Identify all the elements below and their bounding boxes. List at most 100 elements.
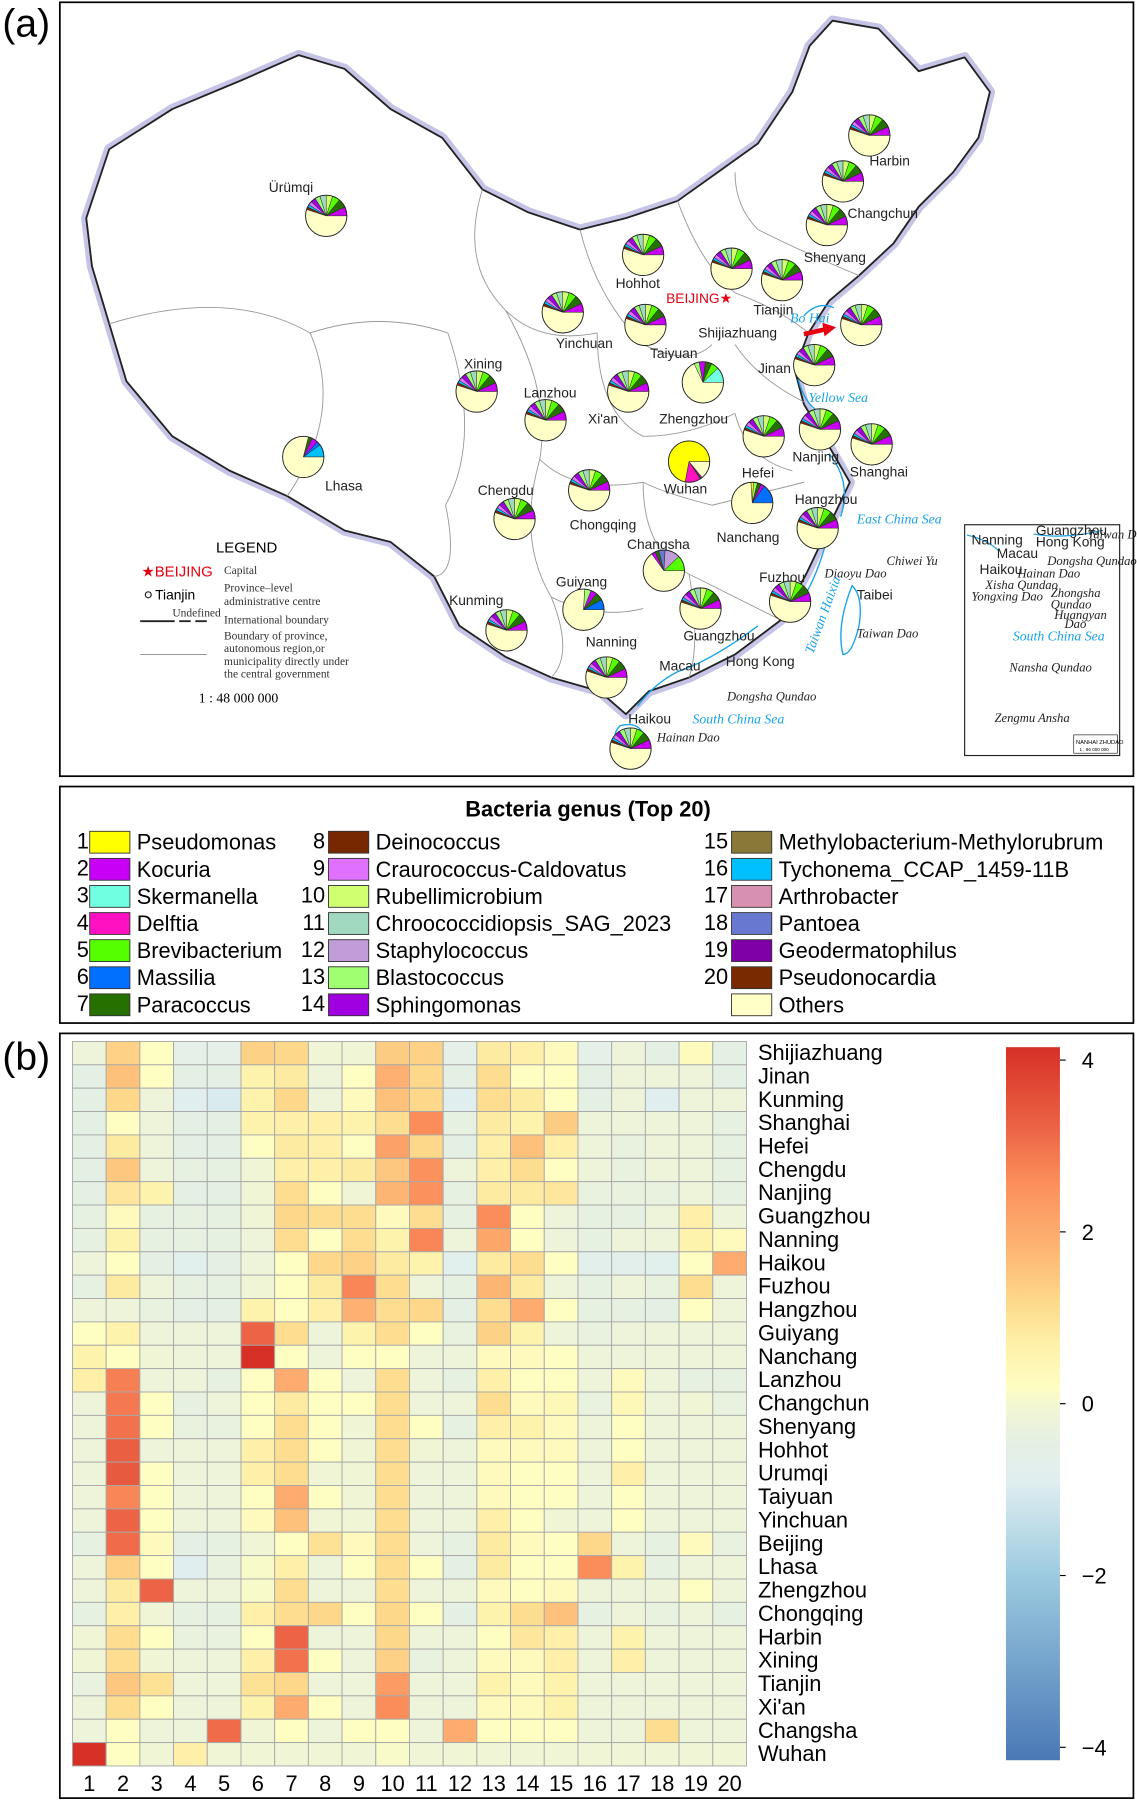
heatmap-cell (274, 1274, 309, 1299)
column-label: 15 (549, 1771, 573, 1796)
heatmap-cell (476, 1368, 512, 1393)
pie-chart (642, 549, 685, 592)
city-label: Nanjing (792, 450, 839, 465)
heatmap-cell (611, 1672, 646, 1697)
heatmap-cell (240, 1391, 276, 1416)
pie-outline (305, 194, 348, 237)
heatmap-cell (712, 1718, 747, 1744)
heatmap-cell (712, 1531, 747, 1557)
heatmap-cell (240, 1508, 276, 1533)
heatmap-cell (409, 1040, 444, 1066)
heatmap-cell (678, 1648, 714, 1673)
heatmap-cell (611, 1718, 646, 1744)
heatmap-cell (577, 1087, 613, 1113)
pie-outline (282, 435, 325, 479)
genus-name: Others (779, 992, 845, 1017)
row-label: Guangzhou (758, 1204, 871, 1229)
city-label: Changsha (627, 537, 690, 552)
pie-chart (485, 609, 528, 652)
heatmap-cell (644, 1157, 680, 1183)
row-label: Zhengzhou (758, 1578, 867, 1603)
heatmap-cell (543, 1087, 579, 1113)
heatmap-cell (341, 1368, 377, 1393)
heatmap-cell (543, 1181, 579, 1206)
heatmap-cell (72, 1227, 107, 1253)
heatmap-cell (206, 1204, 242, 1229)
heatmap-cell (173, 1181, 208, 1206)
colorbar-tick-label: −4 (1082, 1735, 1107, 1760)
heatmap-cell (611, 1391, 646, 1416)
heatmap-cell (712, 1648, 747, 1673)
heatmap-cell (611, 1368, 646, 1393)
genus-swatch (731, 885, 773, 908)
heatmap-cell (442, 1391, 478, 1416)
heatmap-cell (139, 1157, 175, 1183)
heatmap-cell (375, 1321, 410, 1346)
heatmap-cell (173, 1344, 208, 1370)
heatmap-cell (105, 1064, 141, 1089)
heatmap-cell (611, 1508, 646, 1533)
city-label: Hong Kong (726, 654, 795, 669)
heatmap-cell (274, 1508, 309, 1533)
heatmap-cell (476, 1321, 512, 1346)
heatmap-cell (510, 1274, 545, 1299)
heatmap-cell (240, 1251, 276, 1276)
genus-number: 1 (77, 829, 89, 854)
row-label: Wuhan (758, 1741, 827, 1766)
heatmap-cell (543, 1064, 579, 1089)
heatmap-cell (476, 1391, 512, 1416)
heatmap-cell (173, 1040, 208, 1066)
heatmap-cell (375, 1157, 410, 1183)
genus-swatch (328, 912, 370, 935)
pie-chart (731, 481, 774, 525)
inset-label: Xisha Qundao (984, 578, 1058, 592)
legend-capital-text: Capital (224, 565, 257, 577)
sea-label-bohai: Bo Hai (790, 311, 830, 326)
heatmap-cell (442, 1578, 478, 1603)
heatmap-cell (577, 1181, 613, 1206)
province-boundary (677, 200, 809, 334)
heatmap-cell (409, 1461, 444, 1486)
heatmap-cell (206, 1648, 242, 1673)
heatmap-cell (307, 1111, 343, 1136)
genus-name: Arthrobacter (779, 884, 899, 909)
heatmap-cell (72, 1718, 107, 1744)
heatmap-cell (206, 1227, 242, 1253)
column-label: 10 (380, 1771, 404, 1796)
pie-outline (562, 588, 605, 631)
heatmap-cell (543, 1625, 579, 1650)
genus-number: 4 (77, 910, 89, 935)
heatmap-cell (712, 1111, 747, 1136)
heatmap-cell (577, 1134, 613, 1159)
heatmap-cell (375, 1344, 410, 1370)
heatmap-cell (611, 1181, 646, 1206)
heatmap-cell (712, 1461, 747, 1486)
heatmap-cell (105, 1368, 141, 1393)
heatmap-cell (240, 1344, 276, 1370)
pie-outline (455, 370, 498, 413)
heatmap-cell (341, 1625, 377, 1650)
column-label: 5 (218, 1771, 230, 1796)
genus-swatch (328, 830, 370, 854)
heatmap-cell (341, 1274, 377, 1299)
genus-number: 18 (704, 910, 728, 935)
heatmap-cell (72, 1601, 107, 1627)
heatmap-cell (173, 1508, 208, 1533)
pie-outline (568, 469, 611, 512)
heatmap-cell (72, 1461, 107, 1486)
row-label: Nanjing (758, 1180, 832, 1205)
column-label: 13 (482, 1771, 506, 1796)
heatmap-cell (375, 1742, 410, 1767)
heatmap-cell (644, 1134, 680, 1159)
column-label: 20 (717, 1771, 741, 1796)
pie-chart (568, 469, 611, 512)
heatmap-cell (240, 1438, 276, 1463)
heatmap-cell (105, 1438, 141, 1463)
inset-city: Guangzhou (1036, 523, 1107, 538)
heatmap-cell (510, 1204, 545, 1229)
heatmap-cell (409, 1111, 444, 1136)
heatmap-cell (476, 1087, 512, 1113)
heatmap-cell (206, 1251, 242, 1276)
heatmap-cell (274, 1251, 309, 1276)
heatmap-cell (476, 1064, 512, 1089)
